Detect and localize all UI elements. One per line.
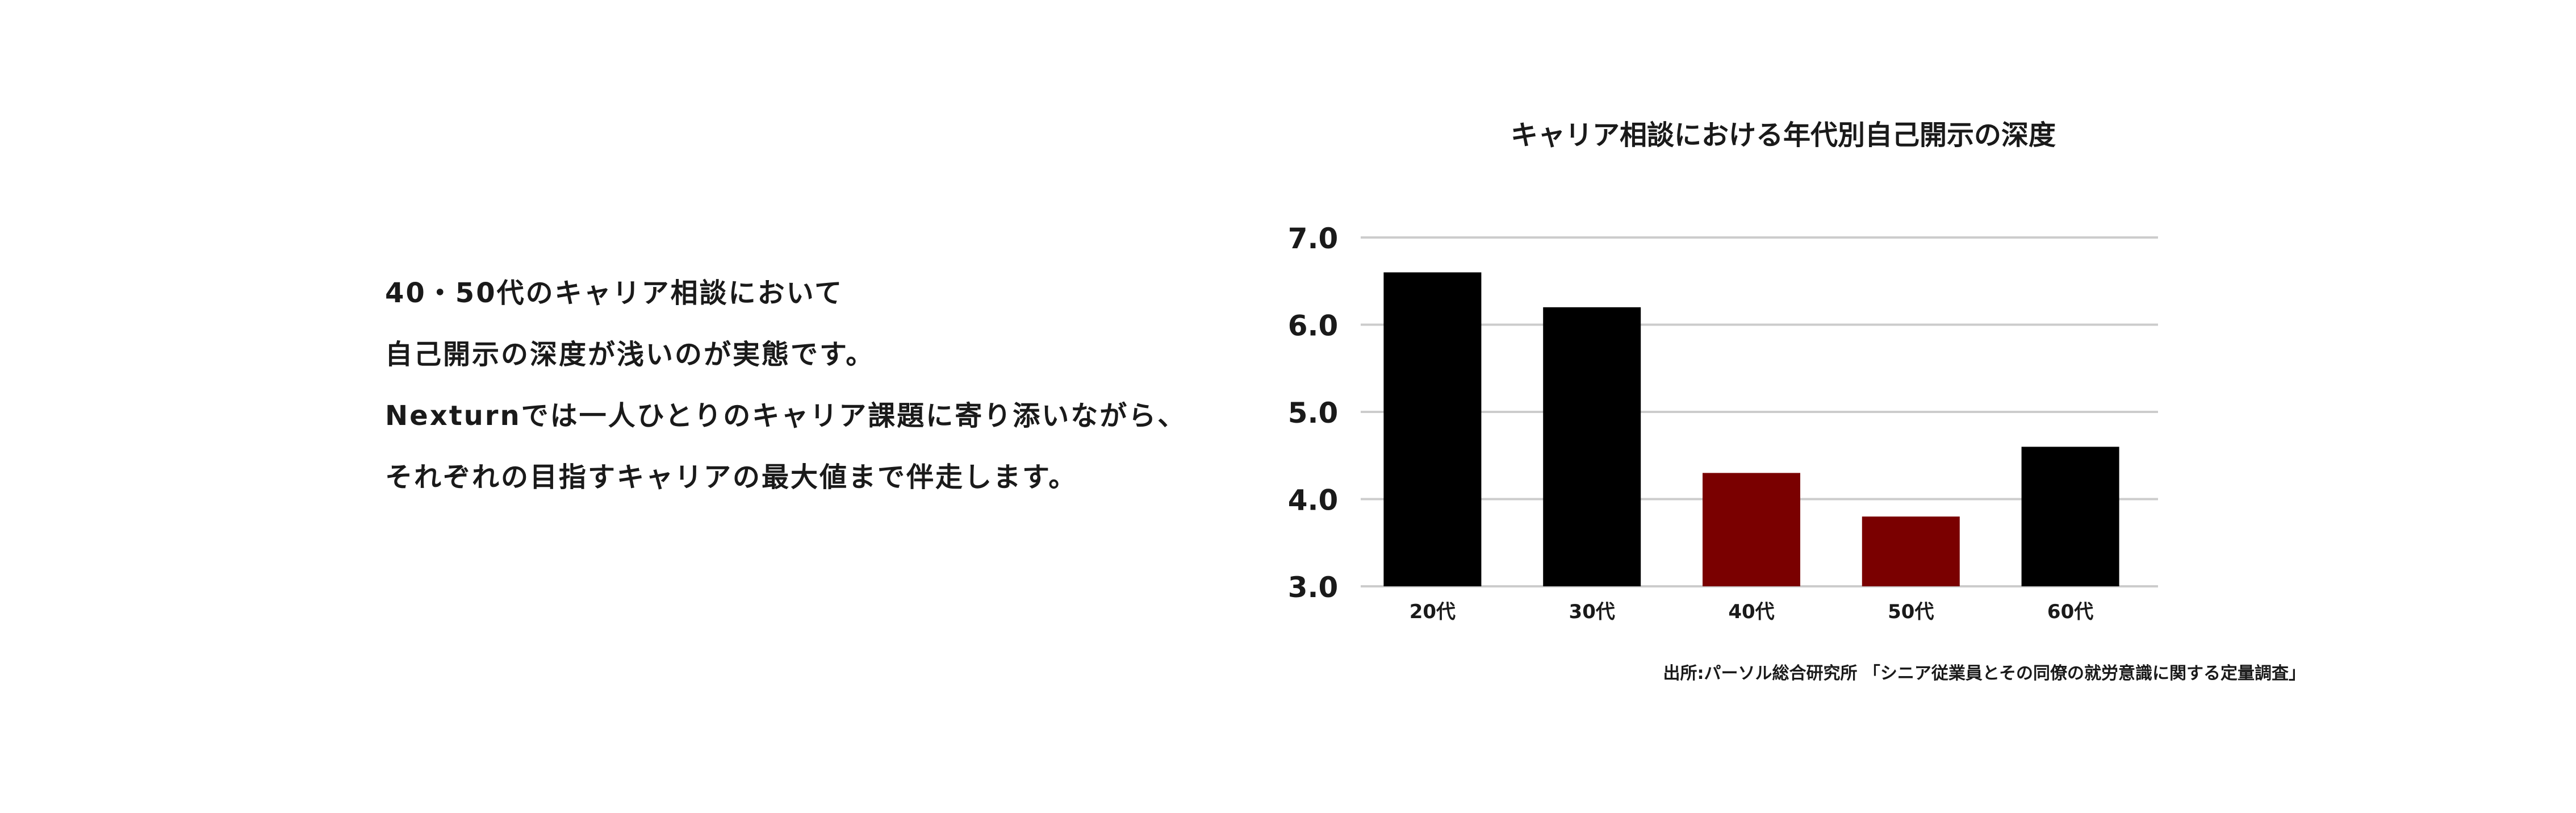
bar-50代 [1862, 516, 1960, 586]
x-tick-label: 60代 [2047, 601, 2093, 623]
bar-40代 [1703, 473, 1800, 586]
x-tick-label: 40代 [1728, 601, 1774, 623]
description-line-4: それぞれの目指すキャリアの最大値まで伴走します。 [385, 461, 1078, 493]
chart-canvas: 3.0 4.0 5.0 6.0 7.0 20代 30代 40代 50代 60代 [1288, 222, 2158, 623]
chart-title: キャリア相談における年代別自己開示の深度 [1510, 119, 2056, 151]
y-tick-label: 5.0 [1288, 397, 1339, 430]
chart-source-note: 出所:パーソル総合研究所 「シニア従業員とその同僚の就労意識に関する定量調査」 [1663, 664, 2306, 683]
description-line-1: 40・50代のキャリア相談において [385, 277, 844, 309]
y-tick-label: 3.0 [1288, 571, 1339, 604]
y-tick-label: 4.0 [1288, 484, 1339, 517]
bar-30代 [1543, 307, 1641, 586]
x-tick-label: 20代 [1410, 601, 1456, 623]
bar-60代 [2021, 447, 2119, 586]
description-line-3: Nexturnでは一人ひとりのキャリア課題に寄り添いながら、 [385, 400, 1187, 432]
y-tick-label: 7.0 [1288, 222, 1339, 255]
x-tick-label: 30代 [1569, 601, 1615, 623]
bar-chart: キャリア相談における年代別自己開示の深度 3.0 4.0 5.0 6.0 7.0 20代 3… [1249, 91, 2306, 716]
y-tick-label: 6.0 [1288, 310, 1339, 343]
description-text: 40・50代のキャリア相談において 自己開示の深度が浅いのが実態です。 Next… [385, 277, 1237, 523]
x-tick-label: 50代 [1888, 601, 1934, 623]
description-line-2: 自己開示の深度が浅いのが実態です。 [385, 339, 875, 370]
bar-20代 [1383, 272, 1482, 586]
